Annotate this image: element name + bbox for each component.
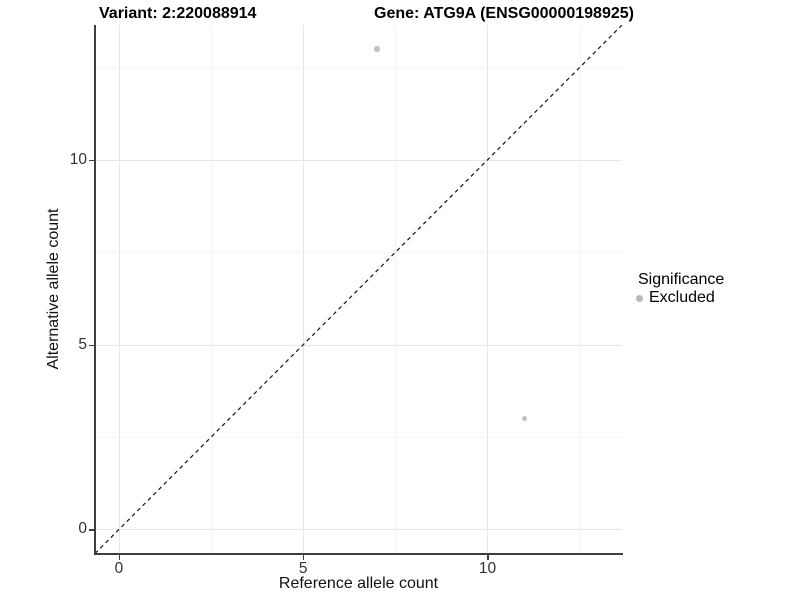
x-tick-mark	[118, 554, 121, 560]
x-tick-label: 10	[478, 560, 497, 577]
major-gridline-v	[487, 25, 489, 553]
legend-point-icon	[636, 294, 643, 302]
minor-gridline-h	[95, 252, 622, 254]
plot-title-gene: Gene: ATG9A (ENSG00000198925)	[374, 5, 634, 22]
y-tick-mark	[88, 529, 94, 531]
minor-gridline-v	[211, 25, 213, 553]
minor-gridline-v	[579, 25, 581, 553]
legend-title: Significance	[638, 271, 725, 288]
major-gridline-h	[95, 159, 622, 161]
y-axis-line	[93, 25, 96, 555]
minor-gridline-v	[395, 25, 397, 553]
plot-panel	[95, 25, 622, 554]
y-tick-mark	[88, 159, 94, 162]
data-point	[374, 46, 380, 52]
major-gridline-h	[95, 529, 622, 531]
major-gridline-v	[118, 25, 120, 553]
x-axis-title: Reference allele count	[278, 575, 439, 592]
major-gridline-h	[95, 344, 622, 346]
x-tick-mark	[487, 554, 489, 560]
x-tick-label: 0	[114, 560, 124, 577]
plot-title-variant: Variant: 2:220088914	[99, 5, 257, 22]
legend-item-excluded: Excluded	[633, 289, 724, 307]
y-tick-label: 5	[78, 335, 87, 353]
y-tick-label: 10	[69, 150, 87, 168]
data-point	[521, 415, 528, 422]
identity-dashed-line	[95, 25, 622, 554]
minor-gridline-h	[95, 67, 622, 69]
x-tick-label: 5	[298, 560, 308, 577]
y-tick-label: 0	[78, 520, 87, 538]
x-tick-mark	[303, 554, 305, 560]
minor-gridline-h	[95, 437, 622, 439]
x-axis-line	[93, 552, 623, 555]
legend: Significance Excluded	[633, 271, 724, 307]
legend-item-label: Excluded	[649, 289, 715, 306]
y-tick-mark	[88, 344, 94, 346]
major-gridline-v	[303, 25, 305, 553]
